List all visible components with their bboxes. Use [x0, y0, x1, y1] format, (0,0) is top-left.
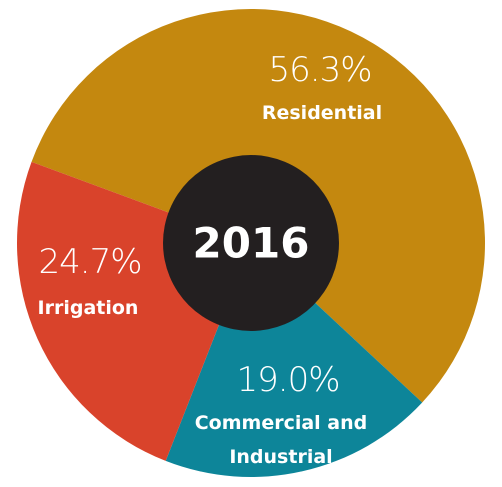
- center-label: 2016: [192, 218, 310, 268]
- value-label: 19.0%: [236, 360, 340, 400]
- value-label: 24.7%: [38, 242, 142, 282]
- center-hole: [163, 155, 339, 331]
- category-label: Commercial and Industrial: [194, 412, 368, 468]
- value-label: 56.3%: [268, 50, 372, 90]
- category-label: Irrigation: [37, 297, 139, 319]
- category-label: Residential: [261, 102, 383, 124]
